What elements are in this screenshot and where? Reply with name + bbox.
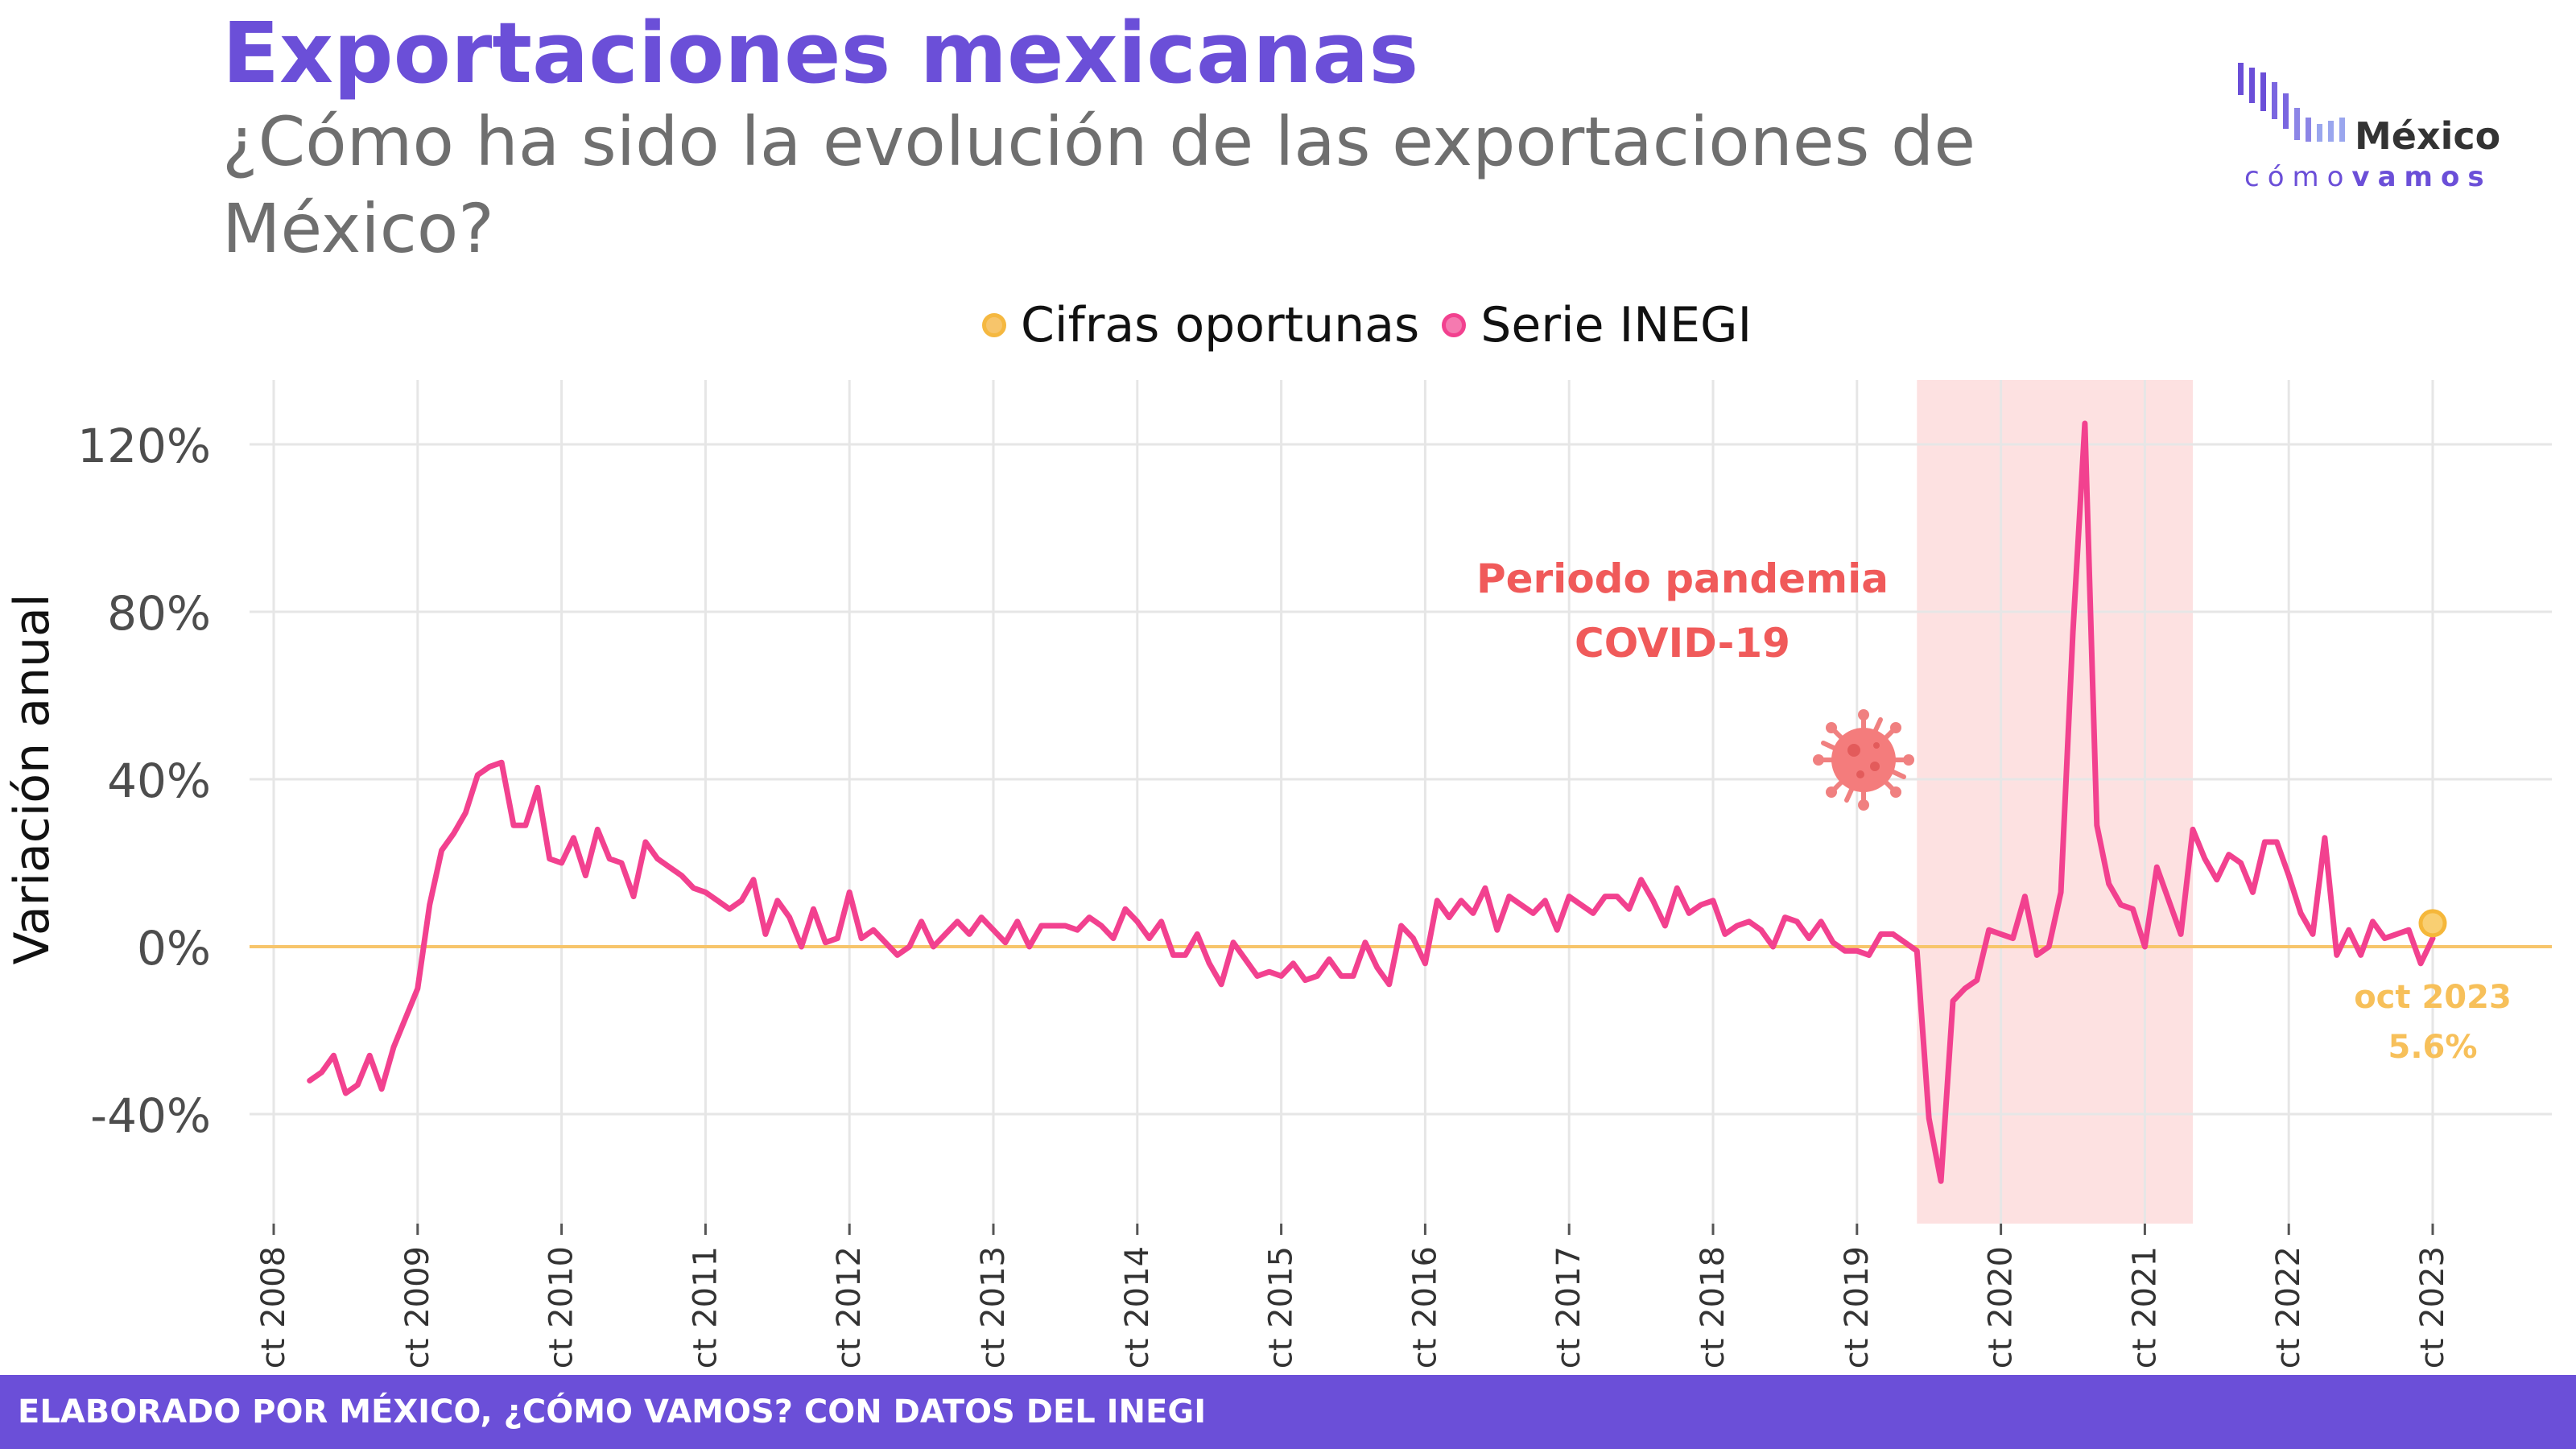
pandemic-shaded-region (1917, 380, 2193, 1224)
pandemic-label-line2: COVID-19 (1575, 620, 1790, 667)
x-tick-label: oct 2011 (687, 1246, 724, 1368)
x-tick-label: oct 2017 (1550, 1246, 1587, 1368)
x-tick-label: oct 2019 (1839, 1246, 1876, 1368)
x-tick-label: oct 2008 (255, 1246, 292, 1368)
logo-vamos-text: vamos (2351, 161, 2492, 193)
logo-mexico-text: México (2355, 114, 2501, 158)
x-tick-label: oct 2022 (2270, 1246, 2307, 1368)
x-tick-label: oct 2020 (1983, 1246, 2020, 1368)
cifras-oportunas-point (2418, 909, 2447, 938)
x-tick-label: oct 2023 (2414, 1246, 2451, 1368)
series-line-serie-inegi (307, 420, 2436, 1184)
x-tick-label: oct 2009 (399, 1246, 436, 1368)
page-title: Exportaciones mexicanas (222, 4, 1419, 102)
annotation-oct-2023-value: 5.6% (2388, 1029, 2478, 1066)
legend-item-cifras-oportunas: Cifras oportunas (982, 297, 1419, 353)
x-tick-label: oct 2010 (543, 1246, 580, 1368)
x-tick-label: oct 2013 (975, 1246, 1012, 1368)
x-tick-label: oct 2012 (831, 1246, 868, 1368)
legend-label-serie-inegi: Serie INEGI (1480, 297, 1752, 353)
y-tick-label: 0% (137, 921, 211, 976)
y-tick-label: 120% (77, 419, 211, 473)
y-tick-label: -40% (90, 1088, 211, 1143)
grid-layer (250, 380, 2552, 1235)
footer-credit: ELABORADO POR MÉXICO, ¿CÓMO VAMOS? CON D… (18, 1393, 1207, 1430)
x-tick-label: oct 2021 (2126, 1246, 2163, 1368)
legend-label-cifras-oportunas: Cifras oportunas (1021, 297, 1420, 353)
label-layer: 120% 80% 40% 0% -40% oct 2008 oct 2009 oct 2010… (4, 419, 2512, 1368)
coronavirus-icon (1813, 709, 1914, 811)
x-tick-label: oct 2014 (1119, 1246, 1156, 1368)
legend-item-serie-inegi: Serie INEGI (1442, 297, 1752, 353)
page-subtitle: ¿Cómo ha sido la evolución de las export… (222, 102, 1976, 268)
logo-tagline: cómovamos (2244, 161, 2492, 193)
pandemic-label-line1: Periodo pandemia (1476, 555, 1889, 602)
bars-logo-icon (2238, 63, 2345, 142)
pandemic-band-layer (1917, 380, 2193, 1224)
x-tick-label: oct 2015 (1263, 1246, 1300, 1368)
y-tick-label: 80% (107, 586, 211, 641)
exports-line-chart: 120% 80% 40% 0% -40% oct 2008 oct 2009 oct 2010… (4, 380, 2552, 1368)
logo-como-text: cómo (2244, 161, 2352, 193)
legend-swatch-cifras-oportunas (982, 313, 1006, 337)
annotation-oct-2023-date: oct 2023 (2354, 979, 2512, 1016)
x-tick-label: oct 2016 (1406, 1246, 1443, 1368)
chart-legend: Cifras oportunas Serie INEGI (982, 293, 1752, 357)
footer-bar: ELABORADO POR MÉXICO, ¿CÓMO VAMOS? CON D… (0, 1375, 2576, 1449)
y-axis-title: Variación anual (4, 594, 60, 965)
series-layer (307, 420, 2447, 1184)
mexico-como-vamos-logo: México cómovamos (2238, 61, 2528, 206)
legend-swatch-serie-inegi (1442, 313, 1467, 337)
x-tick-label: oct 2018 (1695, 1246, 1732, 1368)
y-tick-label: 40% (107, 753, 211, 808)
